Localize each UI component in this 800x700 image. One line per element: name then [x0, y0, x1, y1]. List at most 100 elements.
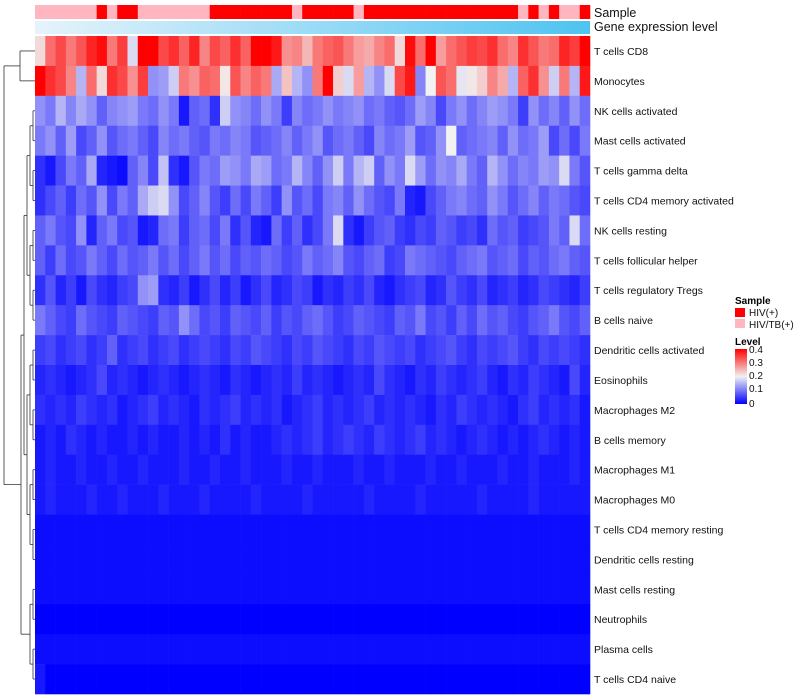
heatmap-cell: [240, 604, 252, 635]
heatmap-cell: [446, 335, 457, 366]
heatmap-cell: [86, 215, 97, 246]
heatmap-cell: [394, 155, 406, 186]
legend-swatch-hiv: [735, 308, 745, 317]
heatmap-cell: [466, 65, 478, 97]
heatmap-cell: [559, 245, 570, 276]
heatmap-cell: [322, 484, 334, 515]
heatmap-cell: [106, 215, 118, 246]
heatmap-cell: [86, 65, 97, 97]
heatmap-cell: [507, 514, 519, 545]
heatmap-cell: [55, 365, 67, 396]
heatmap-cell: [446, 275, 457, 306]
heatmap-cell: [96, 365, 108, 396]
heatmap-cell: [137, 365, 149, 396]
heatmap-cell: [374, 484, 385, 515]
row-label: T cells CD8: [594, 46, 648, 58]
heatmap-cell: [384, 185, 396, 216]
heatmap-cell: [466, 155, 478, 186]
heatmap-cell: [137, 275, 149, 306]
sample-annotation-cell: [230, 5, 241, 19]
heatmap-cell: [528, 125, 539, 156]
heatmap-cell: [220, 305, 231, 336]
sample-annotation-cell: [281, 5, 293, 19]
heatmap-cell: [425, 634, 437, 665]
heatmap-cell: [394, 185, 406, 216]
heatmap-cell: [168, 185, 180, 216]
heatmap-cell: [487, 245, 498, 276]
heatmap-cell: [456, 125, 467, 156]
heatmap-cell: [446, 394, 457, 426]
heatmap-cell: [86, 574, 97, 605]
heatmap-cell: [353, 245, 365, 276]
heatmap-cell: [76, 36, 87, 67]
heatmap-cell: [271, 95, 282, 127]
heatmap-cell: [158, 125, 169, 156]
heatmap-cell: [45, 574, 56, 605]
heatmap-cell: [497, 275, 509, 306]
sample-annotation-cell: [487, 5, 498, 19]
heatmap-cell: [281, 394, 293, 426]
heatmap-cell: [209, 95, 221, 127]
heatmap-cell: [35, 454, 46, 485]
heatmap-cell: [394, 95, 406, 127]
heatmap-cell: [220, 514, 231, 545]
heatmap-cell: [446, 95, 457, 127]
heatmap-cell: [291, 215, 303, 246]
heatmap-cell: [86, 95, 97, 127]
heatmap-cell: [55, 65, 67, 97]
heatmap-cell: [261, 454, 272, 485]
heatmap-cell: [579, 65, 591, 97]
heatmap-cell: [291, 544, 303, 575]
heatmap-cell: [127, 36, 139, 67]
sample-annotation-cell: [456, 5, 467, 19]
heatmap-cell: [312, 245, 324, 276]
heatmap-cell: [343, 664, 354, 695]
heatmap-cell: [384, 245, 396, 276]
heatmap-cell: [507, 305, 519, 336]
sample-annotation-cell: [343, 5, 354, 19]
heatmap-cell: [55, 424, 67, 456]
heatmap-cell: [415, 36, 426, 67]
heatmap-cell: [106, 664, 118, 695]
heatmap-cell: [76, 394, 87, 426]
heatmap-cell: [343, 36, 354, 67]
heatmap-cell: [281, 574, 293, 605]
heatmap-cell: [343, 484, 354, 515]
heatmap-cell: [271, 36, 282, 67]
heatmap-cell: [209, 634, 221, 665]
heatmap-cell: [312, 454, 324, 485]
heatmap-cell: [405, 185, 416, 216]
heatmap-cell: [435, 484, 447, 515]
heatmap-cell: [487, 394, 498, 426]
heatmap-cell: [35, 65, 46, 97]
heatmap-cell: [497, 335, 509, 366]
heatmap-cell: [363, 424, 375, 456]
heatmap-cell: [168, 634, 180, 665]
heatmap-cell: [405, 245, 416, 276]
heatmap-cell: [240, 335, 252, 366]
row-label: Macrophages M1: [594, 465, 675, 477]
heatmap-cell: [76, 275, 87, 306]
heatmap-cell: [261, 544, 272, 575]
heatmap-cell: [106, 36, 118, 67]
heatmap-cell: [425, 604, 437, 635]
heatmap-cell: [168, 335, 180, 366]
heatmap-cell: [261, 634, 272, 665]
heatmap-cell: [497, 484, 509, 515]
row-label: NK cells resting: [594, 225, 667, 237]
heatmap-cell: [148, 245, 159, 276]
heatmap-cell: [384, 365, 396, 396]
heatmap-cell: [148, 514, 159, 545]
sample-annotation-cell: [137, 5, 149, 19]
heatmap-cell: [446, 664, 457, 695]
heatmap-cell: [518, 365, 529, 396]
heatmap-cell: [384, 664, 396, 695]
heatmap-cell: [559, 365, 570, 396]
heatmap-cell: [415, 604, 426, 635]
heatmap-cell: [302, 365, 313, 396]
heatmap-cell: [240, 185, 252, 216]
heatmap-cell: [405, 65, 416, 97]
heatmap-cell: [528, 544, 539, 575]
heatmap-cell: [281, 664, 293, 695]
heatmap-cell: [579, 305, 591, 336]
